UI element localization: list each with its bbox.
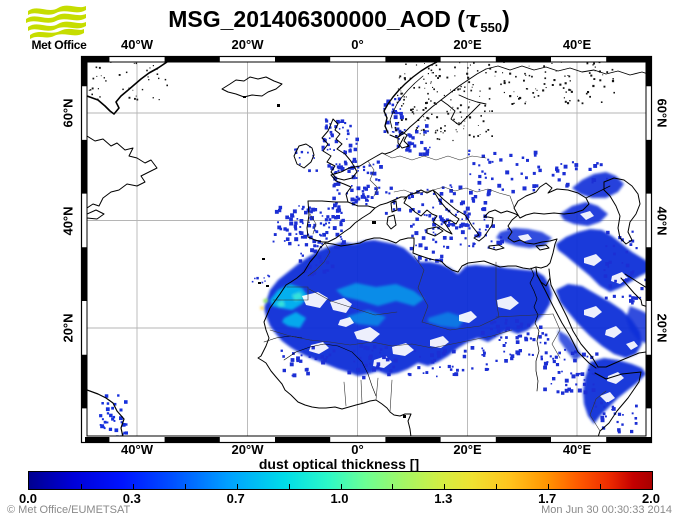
colorbar-tick-1.7: 1.7	[538, 491, 557, 506]
met-office-logo-text: Met Office	[31, 38, 87, 52]
coastline-europe-west	[306, 136, 405, 243]
coastline-caucasus	[585, 185, 611, 199]
page-title: MSG_201406300000_AOD (τ550)	[168, 6, 510, 35]
tau-subscript: 550	[480, 20, 503, 35]
coastline-persian-gulf	[620, 277, 646, 307]
colorbar-minor-tick	[184, 484, 186, 489]
coastline-iran-gulf-north	[624, 273, 646, 288]
small-islands	[243, 96, 406, 418]
lon-tick-bottom-20w: 20°W	[231, 442, 264, 457]
coastline-red-sea-east	[549, 277, 599, 368]
lon-tick-top-40w: 40°W	[121, 37, 153, 52]
colorbar-tick-0.7: 0.7	[226, 491, 245, 506]
colorbar-minor-tick	[340, 484, 342, 489]
coastline-balkan-greece	[432, 189, 519, 242]
coastline-nova-scotia	[87, 209, 105, 220]
river-nile	[529, 267, 540, 392]
colorbar-minor-tick	[600, 484, 602, 489]
colorbar-minor-tick	[444, 484, 446, 489]
colorbar-tick-0.3: 0.3	[122, 491, 141, 506]
coastline-sinai	[535, 267, 551, 287]
river-niger	[283, 343, 377, 397]
coastline-norway-inner	[389, 75, 424, 129]
colorbar-label: dust optical thickness []	[258, 456, 420, 472]
lon-tick-top-0: 0°	[351, 37, 364, 52]
coastline-black-sea	[513, 182, 590, 219]
lon-tick-top-40e: 40°E	[562, 37, 592, 52]
lat-tick-right-60n: 60°N	[654, 98, 670, 128]
aod-sahara-blob	[264, 240, 552, 376]
colorbar-minor-tick	[548, 484, 550, 489]
country-borders	[269, 152, 607, 432]
coastline-sicily	[426, 226, 444, 237]
coastline-turkey-west-south	[507, 214, 558, 245]
colorbar-tick-0.0: 0.0	[18, 491, 38, 506]
colorbar-minor-tick	[496, 484, 498, 489]
aod-cyan-patches	[260, 283, 466, 328]
lat-tick-left-40n: 40°N	[60, 205, 76, 236]
lat-tick-left-20n: 20°N	[60, 313, 76, 343]
coastline-gulf-bothnia	[440, 99, 481, 126]
coastline-sardinia	[386, 214, 397, 230]
lon-tick-top-20w: 20°W	[231, 37, 264, 52]
aod-scattered-specks	[88, 62, 646, 436]
map-frame	[80, 55, 653, 444]
coastline-norway	[383, 62, 439, 134]
colorbar-minor-tick	[80, 484, 82, 489]
coastline-north-africa	[257, 237, 542, 436]
coastline-greenland	[87, 62, 169, 115]
coastline-canada	[87, 135, 158, 209]
aod-no-data-holes	[302, 188, 638, 403]
met-office-logo-icon	[26, 5, 86, 39]
lon-tick-bottom-20e: 20°E	[453, 442, 482, 457]
lon-tick-bottom-40w: 40°W	[121, 442, 153, 457]
colorbar	[28, 471, 653, 490]
colorbar-minor-tick	[236, 484, 238, 489]
timestamp-text: Mon Jun 30 00:30:33 2014	[541, 504, 672, 516]
tau-symbol: τ	[464, 6, 481, 33]
coastline-caspian	[603, 177, 641, 245]
lat-tick-right-20n: 20°N	[654, 313, 670, 343]
lon-tick-bottom-40e: 40°E	[562, 442, 592, 457]
colorbar-minor-tick	[132, 484, 134, 489]
colorbar-minor-tick	[288, 484, 290, 489]
coastline-red-sea-west	[536, 274, 597, 369]
lon-tick-bottom-0: 0°	[351, 442, 364, 457]
coastline-layer	[87, 62, 646, 436]
coastline-gulf-aden-yemen	[597, 351, 646, 368]
coastline-cyprus	[535, 244, 550, 251]
coastline-arctic-russia	[485, 65, 646, 76]
coastline-uk	[321, 118, 358, 181]
coastline-iceland	[221, 76, 283, 98]
coastline-south-america	[87, 389, 125, 436]
colorbar-tick-2.0: 2.0	[641, 491, 661, 506]
lon-tick-top-20e: 20°E	[453, 37, 482, 52]
lat-tick-left-60n: 60°N	[60, 98, 76, 128]
coastline-somalia	[594, 371, 642, 436]
coastline-corsica	[390, 200, 398, 213]
coastline-crete	[488, 244, 505, 251]
lat-tick-right-40n: 40°N	[654, 205, 670, 236]
coastline-denmark	[397, 131, 410, 149]
colorbar-tick-1.3: 1.3	[434, 491, 453, 506]
coastline-levant	[540, 238, 558, 269]
coastline-gulf-finland	[458, 94, 487, 105]
coastline-ireland	[293, 143, 315, 169]
copyright-text: © Met Office/EUMETSAT	[7, 504, 131, 516]
aod-data-layer	[88, 62, 646, 436]
colorbar-tick-1.0: 1.0	[330, 491, 349, 506]
colorbar-minor-tick	[392, 484, 394, 489]
